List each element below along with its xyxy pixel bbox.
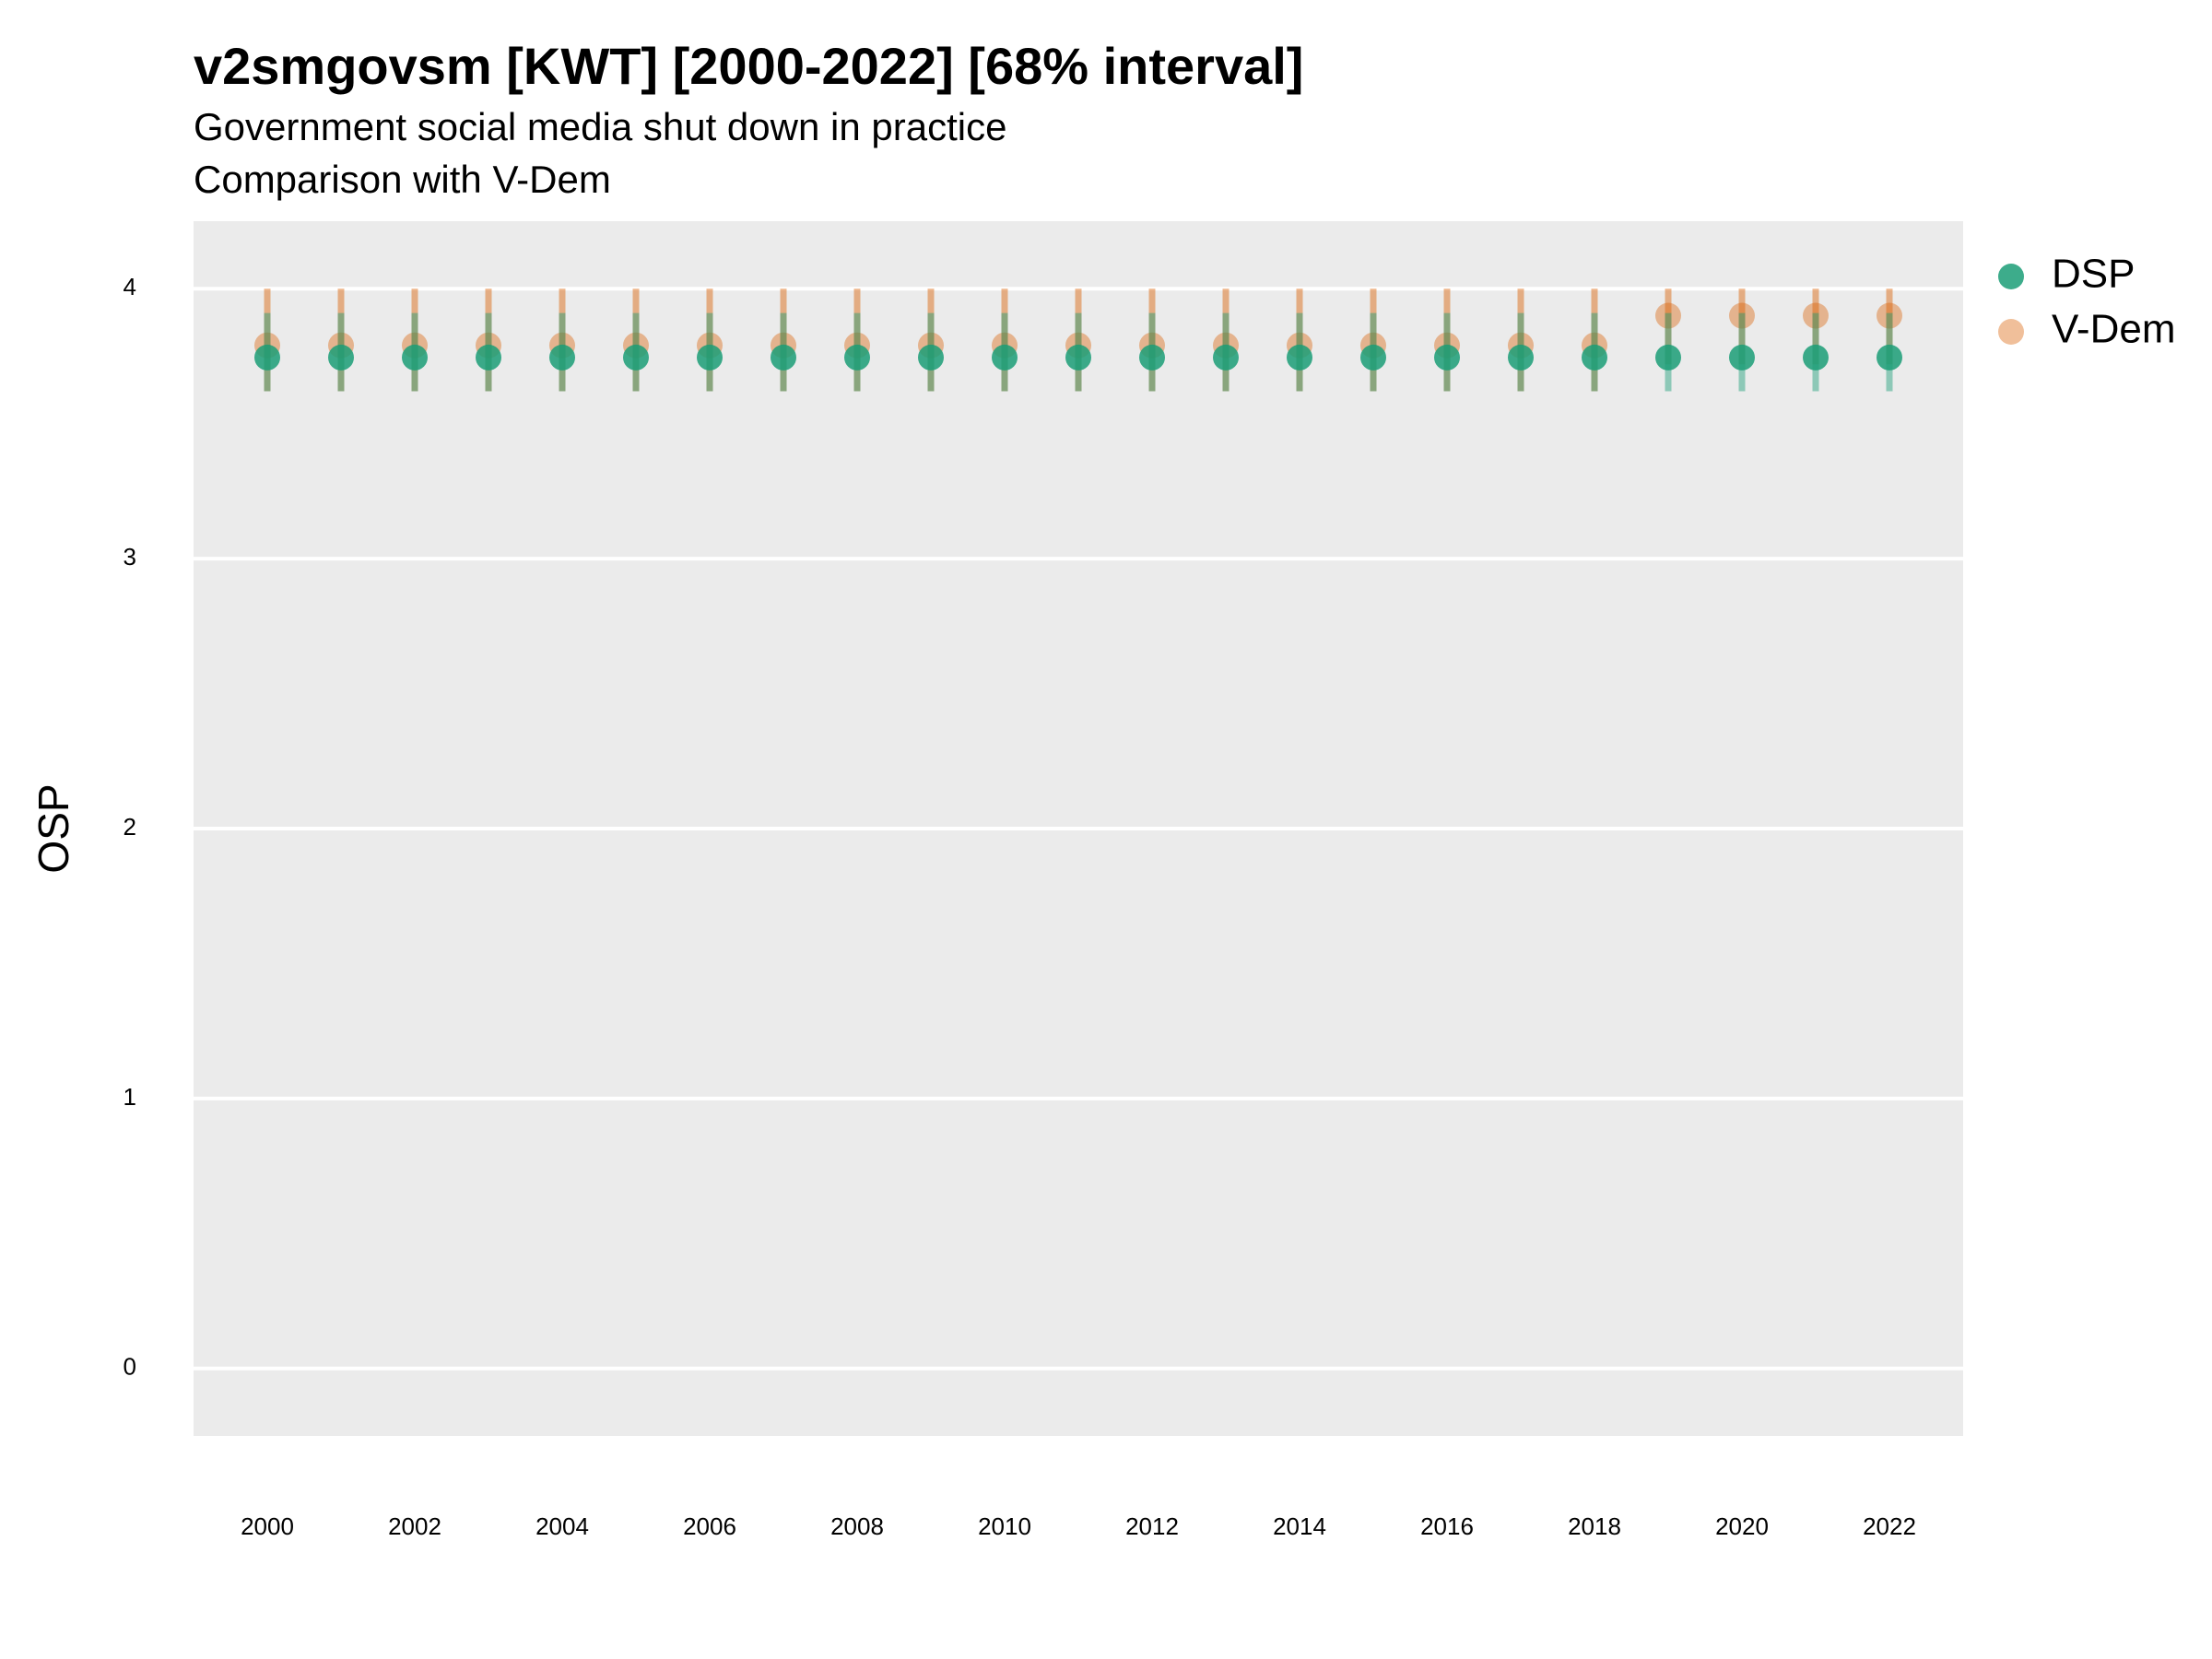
point — [1877, 302, 1902, 329]
point — [771, 344, 796, 371]
legend-swatch — [1998, 319, 2024, 345]
point — [844, 344, 870, 371]
point — [1287, 344, 1312, 371]
point — [1508, 344, 1534, 371]
x-tick-label: 2008 — [830, 1512, 884, 1540]
point — [992, 344, 1018, 371]
point — [254, 344, 280, 371]
x-tick-label: 2006 — [683, 1512, 736, 1540]
chart-subtitle: Comparison with V-Dem — [194, 158, 611, 201]
x-tick-label: 2000 — [241, 1512, 294, 1540]
point — [1360, 344, 1386, 371]
legend-label: V-Dem — [2052, 307, 2175, 352]
point — [402, 344, 428, 371]
x-tick-label: 2016 — [1420, 1512, 1474, 1540]
point — [1877, 344, 1902, 371]
x-tick-label: 2014 — [1273, 1512, 1326, 1540]
point — [1434, 344, 1460, 371]
chart-subtitle: Government social media shut down in pra… — [194, 105, 1006, 148]
y-tick-label: 2 — [124, 813, 136, 841]
point — [1803, 302, 1829, 329]
point — [328, 344, 354, 371]
point — [1139, 344, 1165, 371]
point — [1655, 344, 1681, 371]
legend-swatch — [1998, 264, 2024, 289]
x-tick-label: 2020 — [1715, 1512, 1769, 1540]
x-tick-label: 2002 — [388, 1512, 441, 1540]
y-tick-label: 4 — [124, 273, 136, 300]
point — [1803, 344, 1829, 371]
y-tick-label: 3 — [124, 543, 136, 571]
point — [549, 344, 575, 371]
x-tick-label: 2004 — [535, 1512, 589, 1540]
point — [476, 344, 501, 371]
point — [1729, 302, 1755, 329]
y-tick-label: 1 — [124, 1083, 136, 1111]
x-tick-label: 2010 — [978, 1512, 1031, 1540]
chart-title: v2smgovsm [KWT] [2000-2022] [68% interva… — [194, 37, 1303, 95]
x-tick-label: 2012 — [1125, 1512, 1179, 1540]
y-tick-label: 0 — [124, 1353, 136, 1381]
point — [1582, 344, 1607, 371]
point — [623, 344, 649, 371]
point — [918, 344, 944, 371]
x-tick-label: 2022 — [1863, 1512, 1916, 1540]
point — [697, 344, 723, 371]
point — [1655, 302, 1681, 329]
point — [1065, 344, 1091, 371]
x-tick-label: 2018 — [1568, 1512, 1621, 1540]
point — [1729, 344, 1755, 371]
y-axis-label: OSP — [29, 783, 77, 873]
point — [1213, 344, 1239, 371]
legend-label: DSP — [2052, 252, 2135, 297]
